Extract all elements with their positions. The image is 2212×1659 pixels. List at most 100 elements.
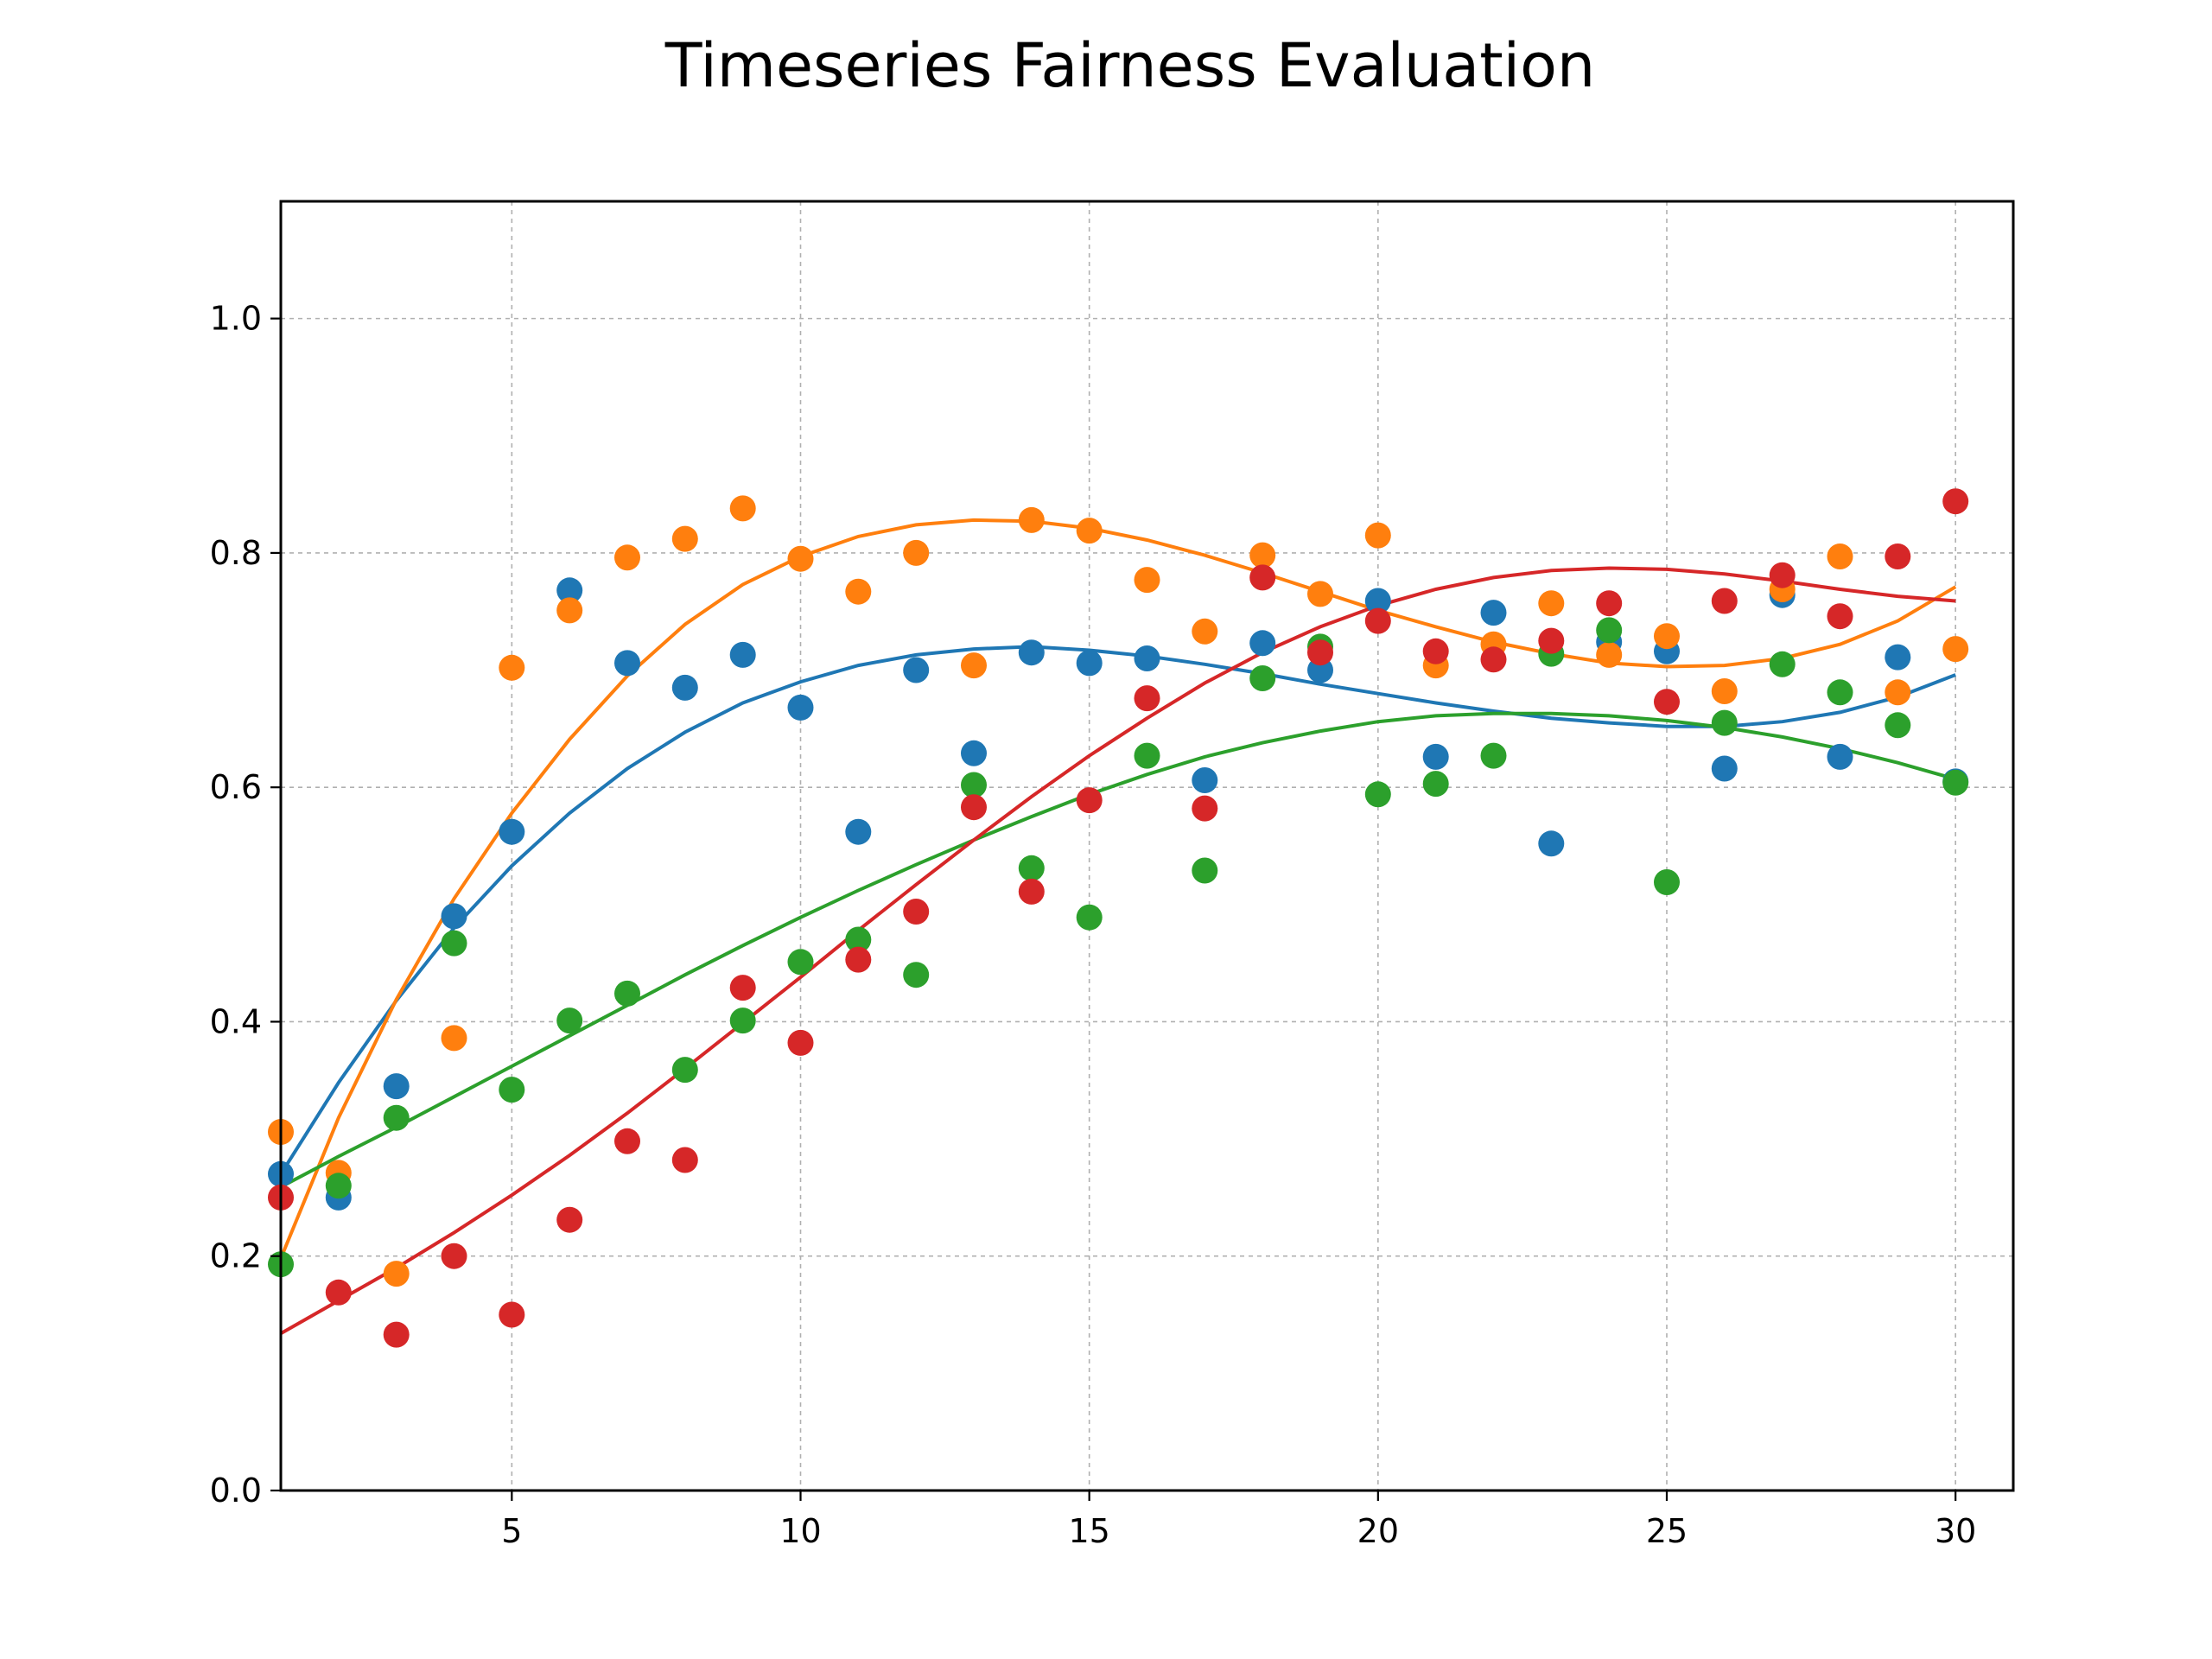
data-point-series-4 [1018,878,1045,905]
data-point-series-4 [1192,795,1218,822]
data-point-series-3 [1711,709,1738,736]
grid-lines [281,201,2013,1491]
data-point-series-4 [1134,685,1160,712]
data-point-series-1 [441,903,467,930]
y-tick-label: 0.4 [210,1002,262,1040]
data-point-series-1 [1018,639,1045,666]
x-tick-label: 5 [501,1512,522,1550]
data-point-series-4 [614,1128,640,1154]
data-point-series-3 [1134,742,1160,769]
data-point-series-4 [325,1279,352,1306]
data-point-series-4 [1827,603,1853,630]
data-point-series-2 [1538,590,1565,617]
data-point-series-1 [1422,743,1449,770]
data-point-series-3 [383,1104,410,1131]
y-tick-label: 0.6 [210,768,262,806]
axis-ticks: 5 10 15 20 25 30 0.0 0.2 0.4 0.6 0.8 1.0 [210,300,1977,1550]
chart-title: Timeseries Fairness Evaluation [664,30,1596,101]
data-point-series-2 [1249,542,1276,569]
trend-line-series-2 [279,518,1957,1260]
data-point-series-3 [1364,781,1391,808]
data-point-series-2 [1307,581,1333,607]
data-point-series-1 [1249,630,1276,657]
data-point-series-3 [556,1007,583,1034]
data-point-series-3 [1885,712,1911,739]
data-point-series-2 [729,495,756,522]
data-point-series-3 [787,949,814,976]
data-point-series-1 [1076,650,1103,677]
data-point-series-1 [556,577,583,604]
data-point-series-1 [729,641,756,668]
data-point-series-2 [441,1025,467,1052]
data-point-series-3 [903,962,930,988]
data-points [268,488,1969,1348]
data-point-series-1 [1364,588,1391,614]
y-tick-label: 0.8 [210,534,262,572]
data-point-series-1 [845,818,872,845]
trend-line-series-3 [280,711,1956,1189]
data-point-series-1 [1480,600,1507,626]
data-point-series-3 [1827,679,1853,706]
data-point-series-3 [1076,904,1103,931]
data-point-series-2 [1596,641,1623,668]
data-point-series-3 [1422,771,1449,798]
data-point-series-4 [961,794,987,821]
trend-lines [279,518,1957,1335]
data-point-series-2 [787,545,814,572]
data-point-series-2 [1076,518,1103,544]
data-point-series-1 [499,818,525,845]
data-point-series-2 [1885,679,1911,706]
data-point-series-1 [1134,645,1160,671]
data-point-series-3 [729,1007,756,1034]
data-point-series-4 [1480,646,1507,673]
data-point-series-4 [1422,638,1449,664]
data-point-series-3 [1192,857,1218,884]
data-point-series-2 [383,1261,410,1287]
data-point-series-3 [1596,617,1623,644]
data-point-series-4 [1769,562,1796,588]
data-point-series-2 [1364,522,1391,549]
data-point-series-2 [903,539,930,566]
data-point-series-2 [1018,506,1045,533]
data-point-series-1 [1885,644,1911,671]
data-point-series-3 [1018,855,1045,881]
data-point-series-3 [614,980,640,1007]
data-point-series-4 [1249,564,1276,591]
data-point-series-4 [441,1243,467,1269]
data-point-series-2 [1711,678,1738,704]
data-point-series-4 [1596,590,1623,617]
data-point-series-2 [1134,567,1160,594]
data-point-series-4 [1654,689,1680,715]
y-tick-label: 0.2 [210,1237,262,1275]
data-point-series-1 [614,650,640,677]
x-tick-label: 30 [1935,1512,1976,1550]
data-point-series-2 [961,652,987,679]
data-point-series-4 [1885,543,1911,569]
data-point-series-1 [903,657,930,683]
y-tick-label: 0.0 [210,1471,262,1510]
x-tick-label: 20 [1357,1512,1399,1550]
trend-line-series-1 [279,645,1956,1175]
data-point-series-2 [556,597,583,624]
data-point-series-4 [903,899,930,925]
data-point-series-3 [1654,869,1680,895]
data-point-series-4 [787,1029,814,1056]
data-point-series-3 [1942,769,1969,796]
data-point-series-1 [1192,767,1218,793]
data-point-series-4 [1076,787,1103,814]
data-point-series-1 [671,674,698,701]
data-point-series-4 [1942,488,1969,515]
data-point-series-1 [1538,830,1565,857]
data-point-series-1 [383,1073,410,1100]
data-point-series-4 [1364,607,1391,634]
x-tick-label: 25 [1646,1512,1688,1550]
data-point-series-1 [787,694,814,721]
trend-line-series-4 [280,566,1956,1335]
data-point-series-3 [1769,651,1796,677]
data-point-series-4 [1307,639,1333,666]
plot-frame [279,200,2015,1492]
data-point-series-3 [441,930,467,957]
data-point-series-3 [671,1057,698,1084]
data-point-series-4 [729,975,756,1001]
